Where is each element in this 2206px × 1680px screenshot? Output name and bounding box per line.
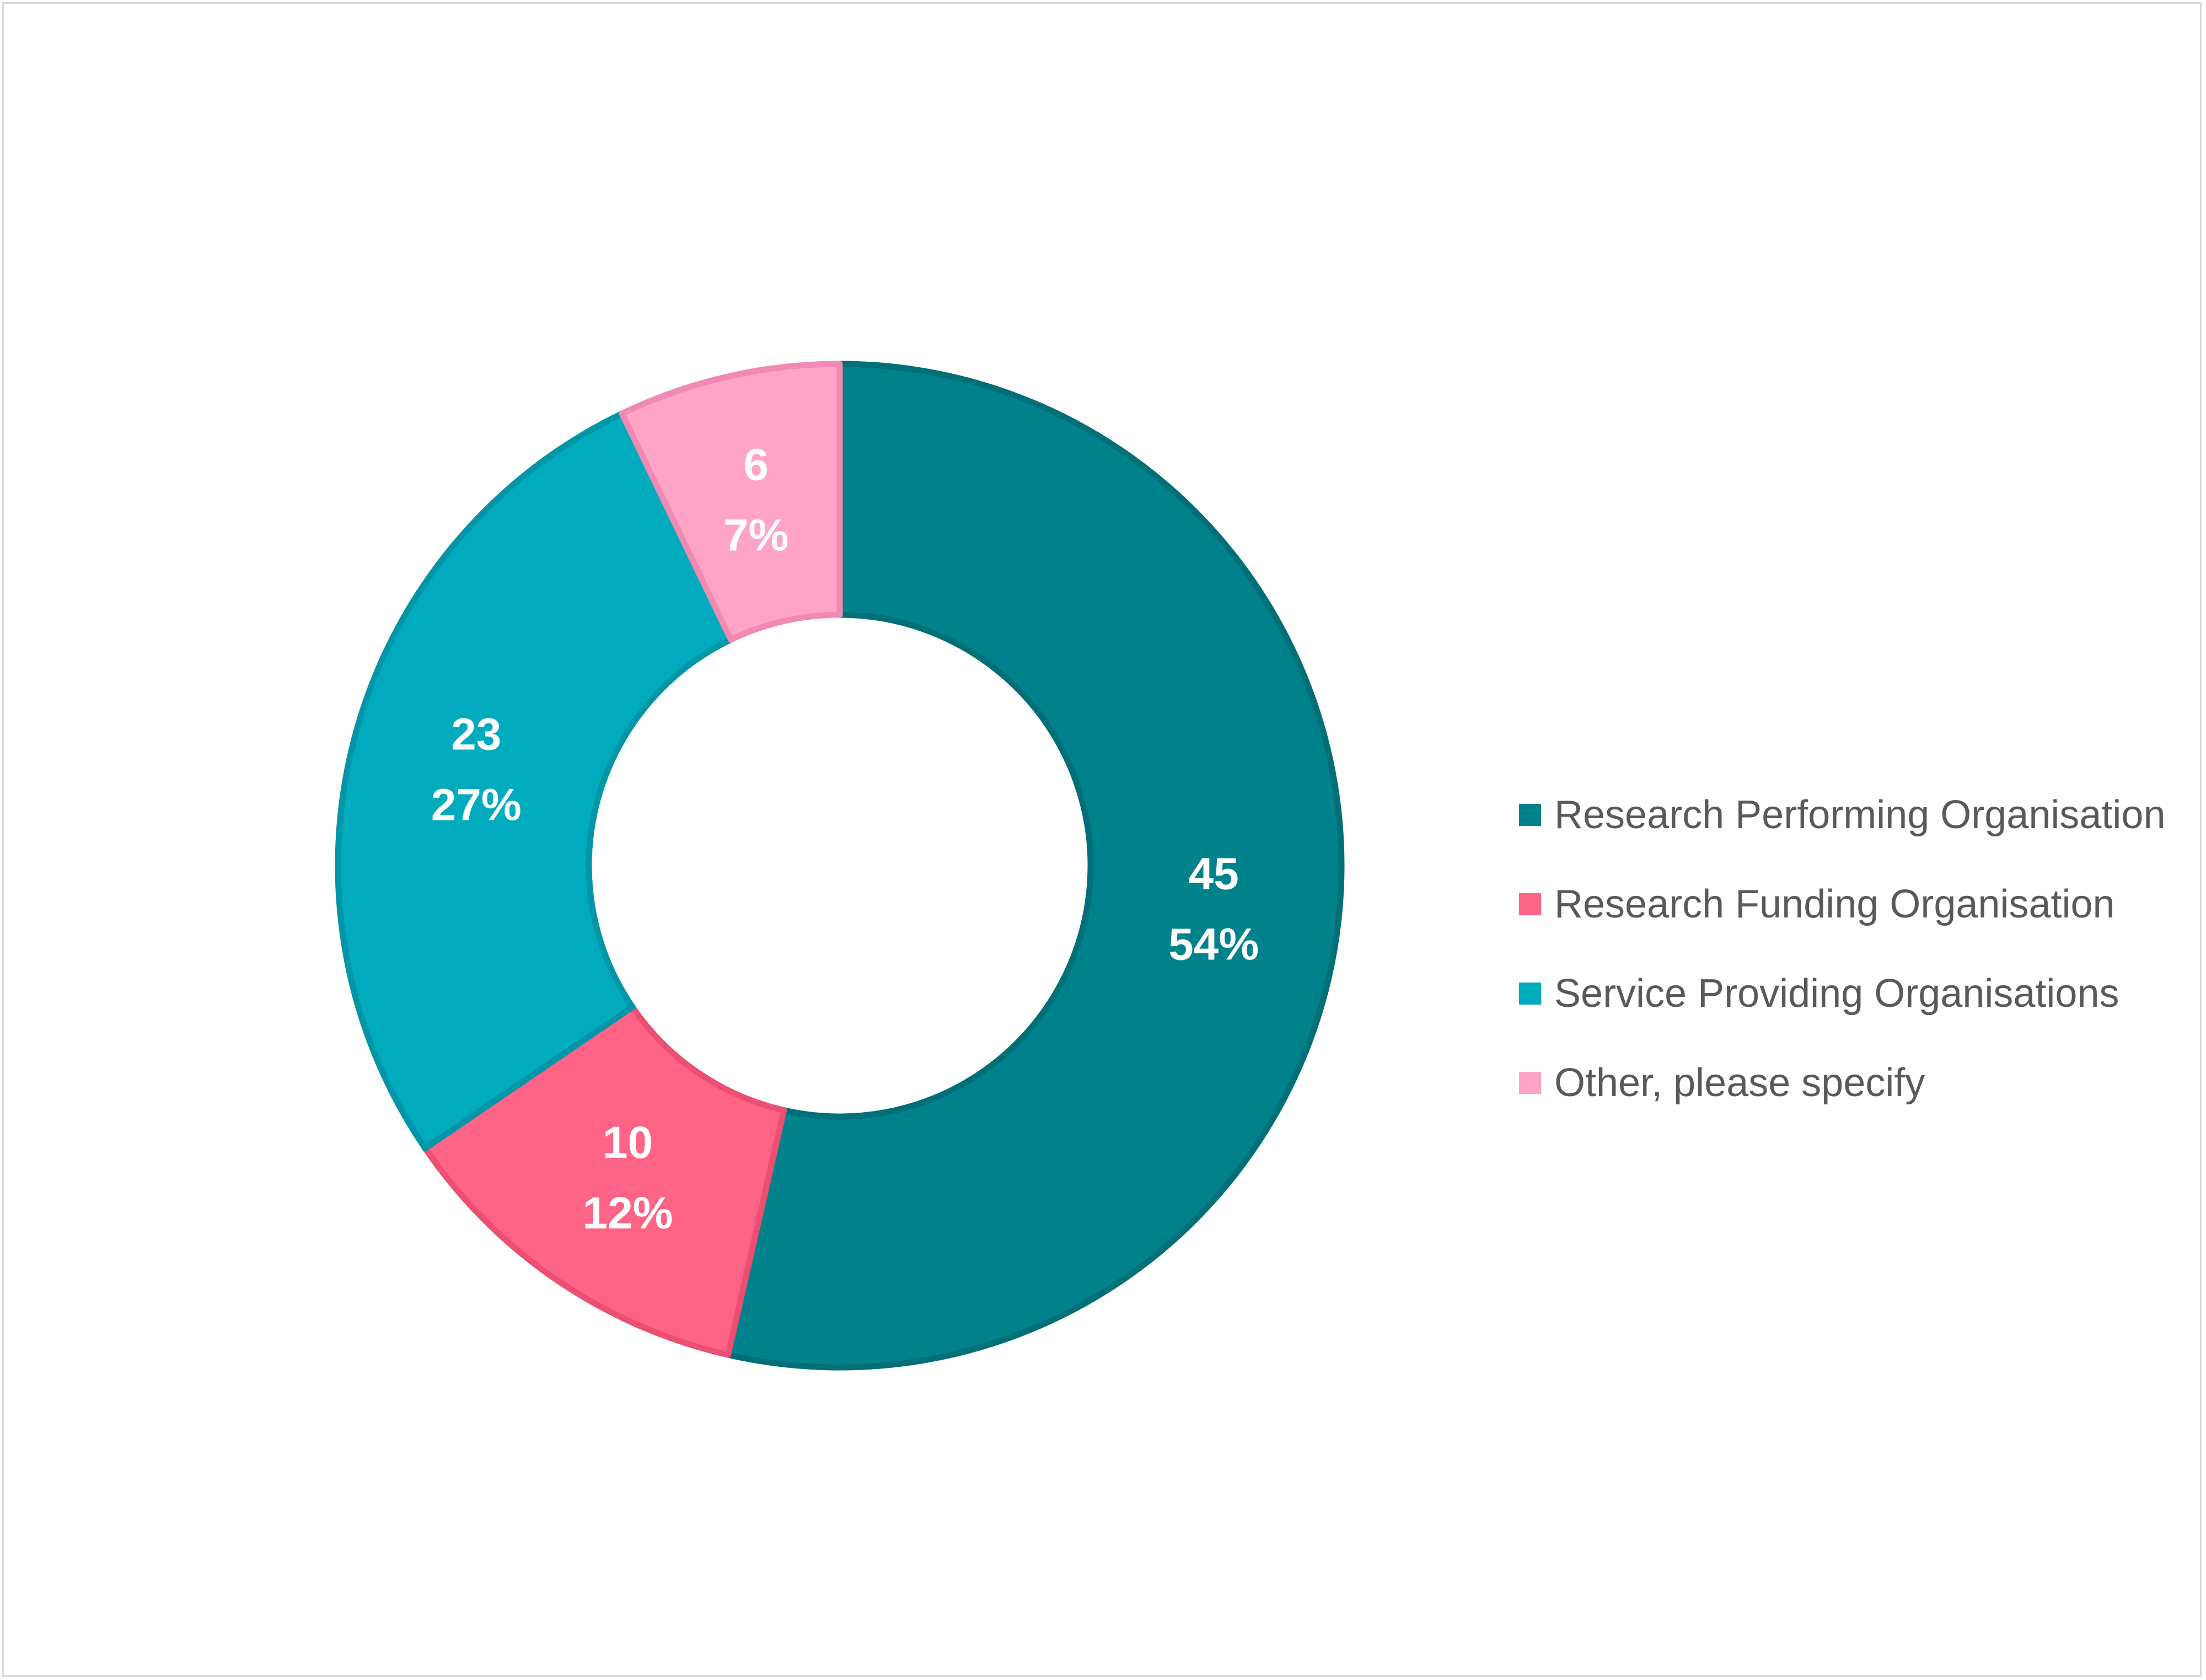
donut-slice-service-providing [335, 410, 734, 1152]
legend-swatch [1519, 983, 1541, 1005]
donut-slices [335, 361, 1345, 1371]
data-label-service-providing: 23 27% [431, 709, 522, 830]
data-label-percent: 54% [1168, 919, 1259, 969]
donut-slice-research-funding [422, 1003, 787, 1358]
legend-swatch [1519, 804, 1541, 826]
data-label-other: 6 7% [723, 440, 789, 561]
legend-swatch [1519, 893, 1541, 915]
data-label-percent: 27% [431, 780, 522, 830]
donut-chart: 45 54%10 12%23 27%6 7% [335, 361, 1345, 1371]
legend-label: Service Providing Organisations [1554, 971, 2119, 1016]
legend-label: Research Funding Organisation [1554, 882, 2115, 926]
donut-slice-other [619, 361, 843, 643]
data-label-research-funding: 10 12% [582, 1118, 673, 1238]
data-label-value: 10 [603, 1118, 653, 1168]
legend-item-service-providing: Service Providing Organisations [1519, 949, 2166, 1038]
data-label-research-performing: 45 54% [1168, 849, 1259, 969]
data-label-percent: 7% [723, 511, 789, 561]
legend-item-research-performing: Research Performing Organisation [1519, 770, 2166, 860]
legend-swatch [1519, 1072, 1541, 1094]
donut-data-labels: 45 54%10 12%23 27%6 7% [431, 440, 1259, 1238]
legend: Research Performing Organisation Researc… [1519, 770, 2166, 1128]
donut-slice-research-performing [725, 361, 1345, 1371]
legend-item-research-funding: Research Funding Organisation [1519, 860, 2166, 949]
data-label-value: 6 [743, 440, 769, 490]
legend-label: Research Performing Organisation [1554, 793, 2166, 837]
data-label-percent: 12% [582, 1188, 673, 1238]
legend-item-other: Other, please specify [1519, 1038, 2166, 1128]
data-label-value: 23 [451, 709, 501, 759]
legend-label: Other, please specify [1554, 1061, 1925, 1105]
data-label-value: 45 [1189, 849, 1239, 899]
